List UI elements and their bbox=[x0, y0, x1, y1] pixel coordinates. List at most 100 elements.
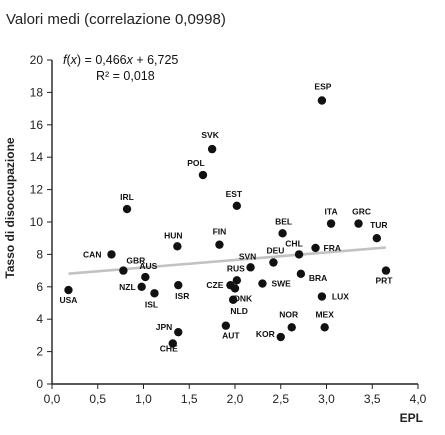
data-point-dnk bbox=[230, 284, 240, 293]
data-point-isr bbox=[174, 280, 183, 290]
point-label-irl: IRL bbox=[120, 192, 134, 202]
data-point-chl bbox=[294, 250, 304, 259]
data-point-irl bbox=[122, 204, 132, 214]
regression-equation: f(x) = 0,466x + 6,725 bbox=[63, 53, 178, 67]
y-tick-label: 10 bbox=[30, 215, 44, 229]
point-label-esp: ESP bbox=[314, 82, 331, 92]
y-tick-label: 2 bbox=[36, 345, 43, 359]
data-point-esp bbox=[317, 96, 327, 105]
point-label-hun: HUN bbox=[164, 230, 182, 240]
data-point-rus bbox=[232, 276, 242, 285]
x-tick-label: 3,5 bbox=[364, 392, 381, 406]
point-label-swe: SWE bbox=[271, 279, 291, 289]
data-point-svk bbox=[207, 144, 217, 154]
point-label-lux: LUX bbox=[332, 292, 349, 302]
data-point-fra bbox=[311, 243, 320, 253]
x-axis-title: EPL bbox=[400, 411, 423, 425]
point-label-nzl: NZL bbox=[119, 282, 136, 292]
point-label-deu: DEU bbox=[266, 246, 284, 256]
y-tick-label: 20 bbox=[30, 53, 44, 67]
data-point-kor bbox=[276, 332, 285, 342]
point-label-usa: USA bbox=[59, 295, 77, 305]
data-point-swe bbox=[258, 279, 267, 288]
point-label-pol: POL bbox=[187, 158, 204, 168]
data-point-che bbox=[168, 339, 177, 348]
point-label-grc: GRC bbox=[352, 207, 371, 217]
data-point-est bbox=[232, 201, 242, 210]
y-tick-label: 0 bbox=[36, 377, 43, 391]
x-tick-label: 0,0 bbox=[44, 392, 61, 406]
point-label-gbr: GBR bbox=[126, 256, 145, 266]
data-point-aus bbox=[141, 272, 150, 282]
point-label-svk: SVK bbox=[201, 130, 219, 140]
y-tick-label: 4 bbox=[36, 312, 43, 326]
chart-title: Valori medi (correlazione 0,0998) bbox=[6, 11, 226, 28]
data-point-nld bbox=[228, 295, 238, 304]
point-label-chl: CHL bbox=[285, 238, 302, 248]
y-tick-label: 12 bbox=[30, 183, 44, 197]
data-point-hun bbox=[173, 242, 182, 251]
data-point-fin bbox=[215, 240, 224, 249]
point-label-tur: TUR bbox=[370, 220, 387, 230]
x-tick-label: 1,0 bbox=[135, 392, 152, 406]
point-label-mex: MEX bbox=[315, 309, 334, 319]
data-point-nor bbox=[287, 323, 296, 332]
data-point-tur bbox=[372, 234, 382, 243]
point-label-bel: BEL bbox=[275, 216, 292, 226]
point-label-ita: ITA bbox=[325, 207, 338, 217]
data-point-prt bbox=[381, 266, 391, 275]
point-label-est: EST bbox=[226, 189, 243, 199]
point-label-prt: PRT bbox=[375, 276, 393, 286]
data-point-deu bbox=[269, 258, 278, 267]
point-label-can: CAN bbox=[83, 249, 101, 259]
point-label-kor: KOR bbox=[256, 329, 275, 339]
y-axis-title: Tasso di disoccupazione bbox=[3, 137, 17, 278]
point-label-dnk: DNK bbox=[234, 293, 253, 303]
x-tick-label: 4,0 bbox=[410, 392, 427, 406]
data-point-bel bbox=[278, 229, 287, 238]
point-label-fra: FRA bbox=[324, 243, 341, 253]
y-tick-label: 14 bbox=[30, 150, 44, 164]
data-point-usa bbox=[64, 285, 73, 295]
point-label-nor: NOR bbox=[279, 309, 298, 319]
data-point-can bbox=[107, 250, 116, 259]
data-point-bra bbox=[296, 269, 306, 279]
point-label-isl: ISL bbox=[145, 299, 158, 309]
data-point-jpn bbox=[174, 327, 183, 337]
point-label-che: CHE bbox=[160, 344, 178, 354]
point-label-nld: NLD bbox=[230, 306, 247, 316]
data-point-svn bbox=[246, 263, 255, 272]
point-label-cze: CZE bbox=[206, 280, 223, 290]
data-point-gbr bbox=[119, 266, 128, 275]
r-squared-label: R² = 0,018 bbox=[96, 69, 155, 83]
point-label-bra: BRA bbox=[309, 273, 327, 283]
point-label-aut: AUT bbox=[222, 331, 240, 341]
x-tick-label: 0,5 bbox=[89, 392, 106, 406]
data-point-nzl bbox=[137, 282, 146, 291]
data-point-mex bbox=[320, 323, 329, 332]
points-layer: USA CAN GBR IRL AUS NZL ISL HUN ISR JPN CHE SVK POL F… bbox=[59, 82, 393, 354]
x-tick-label: 3,0 bbox=[318, 392, 335, 406]
point-label-svn: SVN bbox=[239, 251, 256, 261]
y-tick-label: 8 bbox=[36, 247, 43, 261]
point-label-isr: ISR bbox=[175, 291, 189, 301]
axes: 0 2 4 6 8 10 12 14 16 18 20 0,0 0,5 1,0 1,5 2,0 2,5 3,0 3,… bbox=[30, 53, 427, 406]
data-point-ita bbox=[326, 219, 336, 228]
point-label-aus: AUS bbox=[139, 261, 157, 271]
data-point-pol bbox=[198, 170, 208, 180]
y-tick-label: 16 bbox=[30, 118, 44, 132]
x-tick-label: 1,5 bbox=[181, 392, 198, 406]
point-label-jpn: JPN bbox=[156, 322, 173, 332]
data-point-aut bbox=[221, 321, 231, 330]
y-tick-label: 18 bbox=[30, 85, 44, 99]
x-tick-label: 2,5 bbox=[272, 392, 289, 406]
data-point-isl bbox=[150, 289, 159, 298]
point-label-rus: RUS bbox=[227, 263, 245, 273]
data-point-grc bbox=[354, 219, 363, 228]
x-tick-label: 2,0 bbox=[227, 392, 244, 406]
data-point-lux bbox=[317, 292, 327, 301]
y-tick-label: 6 bbox=[36, 280, 43, 294]
point-label-fin: FIN bbox=[213, 227, 227, 237]
